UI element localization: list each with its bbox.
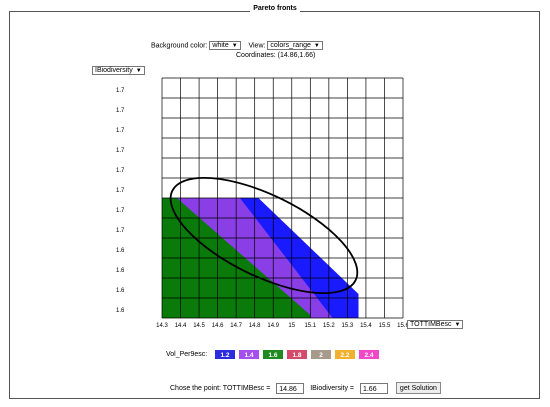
panel-title: Pareto fronts	[0, 5, 550, 12]
x-tick-label: 14.7	[230, 323, 242, 329]
x-tick-label: 15.5	[378, 323, 391, 329]
x-tick-label: 15.1	[304, 323, 317, 329]
legend-item: 1.8	[286, 349, 308, 360]
x-tick-label: 14.4	[174, 323, 187, 329]
y-tick-label: 1.6	[116, 288, 125, 294]
chevron-down-icon: ▼	[454, 322, 461, 328]
legend-item: 2.2	[334, 349, 356, 360]
chevron-down-icon: ▼	[231, 43, 238, 49]
y-tick-label: 1.6	[116, 308, 125, 314]
legend-label: Vol_Per9esc:	[166, 351, 208, 358]
background-color-label: Background color:	[151, 42, 208, 50]
legend-item: 1.2	[214, 349, 236, 360]
y-tick-label: 1.7	[116, 108, 125, 114]
choose-point-label: Chose the point: TOTTIMBesc =	[170, 384, 271, 392]
panel-title-text: Pareto fronts	[250, 5, 300, 12]
legend-item: 1.6	[262, 349, 284, 360]
legend-item: 2.4	[358, 349, 380, 360]
get-solution-button[interactable]: get Solution	[395, 382, 441, 394]
y-tick-label: 1.6	[116, 248, 125, 254]
background-color-select[interactable]: white ▼	[209, 41, 241, 50]
x-tick-label: 15	[288, 323, 296, 329]
view-value: colors_range	[270, 42, 311, 49]
x-tick-label: 15.6	[397, 323, 409, 329]
y-tick-label: 1.6	[116, 268, 125, 274]
x-tick-label: 14.3	[156, 323, 168, 329]
view-select[interactable]: colors_range ▼	[267, 41, 323, 50]
coordinates-readout: Coordinates: (14.86,1.66)	[236, 52, 316, 59]
y-axis-select[interactable]: IBiodiversity ▼	[92, 66, 145, 75]
x-tick-label: 14.6	[211, 323, 224, 329]
legend-item: 1.4	[238, 349, 260, 360]
highlight-ellipse	[169, 176, 359, 295]
y-tick-label: 1.7	[116, 168, 125, 174]
x-axis-select[interactable]: TOTTIMBesc ▼	[407, 320, 464, 329]
background-color-value: white	[212, 42, 229, 49]
choose-point-row: Chose the point: TOTTIMBesc = 14.86 IBio…	[170, 382, 441, 394]
ibiodiversity-input[interactable]: 1.66	[359, 382, 388, 394]
chevron-down-icon: ▼	[313, 43, 320, 49]
legend-item: 2	[310, 349, 332, 360]
view-label: View:	[248, 42, 266, 50]
y-tick-label: 1.7	[116, 88, 125, 94]
x-tick-label: 14.9	[267, 323, 280, 329]
chevron-down-icon: ▼	[135, 68, 142, 74]
y-tick-label: 1.7	[116, 188, 125, 194]
y-axis-select-value: IBiodiversity	[95, 67, 133, 74]
x-tick-label: 14.5	[193, 323, 205, 329]
x-tick-label: 15.3	[341, 323, 354, 329]
y-tick-label: 1.7	[116, 228, 125, 234]
controls-row: Background color: white ▼ View: colors_ra…	[151, 41, 323, 50]
x-axis-select-value: TOTTIMBesc	[410, 321, 452, 328]
x-tick-label: 14.8	[248, 323, 261, 329]
y-tick-label: 1.7	[116, 148, 125, 154]
x-tick-label: 15.2	[323, 323, 335, 329]
y-tick-label: 1.7	[116, 128, 125, 134]
tottimbesc-input[interactable]: 14.86	[276, 382, 305, 394]
y-tick-label: 1.7	[116, 208, 125, 214]
ibiodiversity-label: IBiodiversity =	[310, 384, 355, 392]
x-tick-label: 15.4	[360, 323, 372, 329]
